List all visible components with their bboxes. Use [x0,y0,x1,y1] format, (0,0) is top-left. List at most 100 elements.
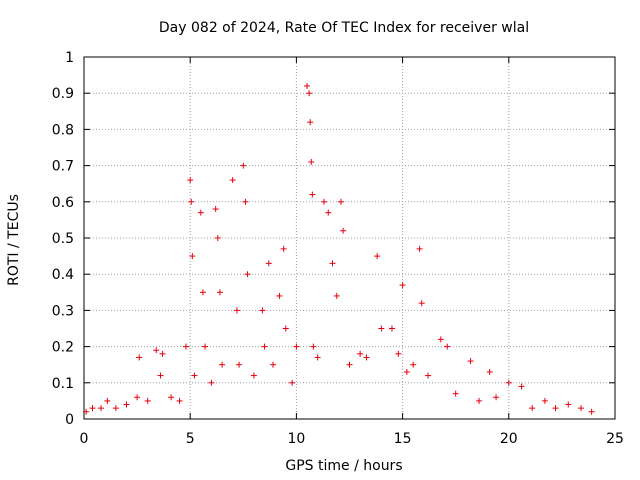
data-point [244,271,251,278]
data-point [325,209,332,216]
data-point [476,397,483,404]
x-tick-label: 15 [394,431,412,447]
data-point [552,405,559,412]
y-tick-label: 0 [65,412,74,428]
data-point [410,361,417,368]
data-point [276,292,283,299]
x-tick-label: 5 [186,431,195,447]
data-point [293,343,300,350]
data-point [216,289,223,296]
data-point [187,177,194,184]
data-point [425,372,432,379]
axis-ticks: 0 5 10 15 20 25 0 0.1 0.2 0.3 0.4 0.5 0.6 0.7 0.8 0.9 1 [52,50,624,447]
data-point [208,379,215,386]
data-point [242,198,249,205]
y-tick-label: 0.6 [52,195,74,211]
data-point [418,300,425,307]
y-tick-label: 0.5 [52,231,74,247]
data-point [308,158,315,165]
data-point [134,394,141,401]
data-point [363,354,370,361]
y-tick-label: 0.3 [52,303,74,319]
data-point [307,119,314,126]
data-point [306,90,313,97]
data-point [282,325,289,332]
data-point [452,390,459,397]
data-point [112,405,119,412]
data-point [236,361,243,368]
data-point [338,198,345,205]
x-tick-label: 25 [606,431,624,447]
data-point [144,397,151,404]
data-point [270,361,277,368]
data-point [191,372,198,379]
grid-lines [84,57,615,419]
data-point [233,307,240,314]
data-point [541,397,548,404]
data-point [395,350,402,357]
data-point [314,354,321,361]
y-tick-label: 0.7 [52,159,74,175]
data-point [157,372,164,379]
data-point [168,394,175,401]
data-point [197,209,204,216]
data-point [123,401,130,408]
data-point [416,245,423,252]
data-point [529,405,536,412]
data-point [588,408,595,415]
data-point [219,361,226,368]
data-point [176,397,183,404]
y-tick-label: 0.8 [52,122,74,138]
data-point [340,227,347,234]
data-point [83,408,90,415]
y-tick-label: 1 [65,50,74,66]
data-point [378,325,385,332]
data-point [486,368,493,375]
x-axis-label: GPS time / hours [285,458,402,474]
data-point [505,379,512,386]
y-tick-label: 0.1 [52,376,74,392]
data-point [189,253,196,260]
y-tick-label: 0.4 [52,267,74,283]
data-point [321,198,328,205]
data-point [374,253,381,260]
data-point [89,405,96,412]
data-point [265,260,272,267]
data-point [202,343,209,350]
data-point [346,361,353,368]
data-point [437,336,444,343]
data-point [518,383,525,390]
x-tick-label: 0 [80,431,89,447]
data-point [97,405,104,412]
data-point [289,379,296,386]
data-point [329,260,336,267]
data-point [357,350,364,357]
data-point [310,343,317,350]
data-point [199,289,206,296]
data-point [467,358,474,365]
data-point [444,343,451,350]
data-point [259,307,266,314]
data-point [280,245,287,252]
data-point [136,354,143,361]
y-tick-label: 0.9 [52,86,74,102]
data-point [188,198,195,205]
data-point [388,325,395,332]
x-tick-label: 10 [287,431,305,447]
y-tick-label: 0.2 [52,340,74,356]
data-point [304,82,311,89]
data-point [250,372,257,379]
data-points [83,82,595,415]
y-axis-label: ROTI / TECUs [6,194,22,286]
data-point [493,394,500,401]
x-tick-label: 20 [500,431,518,447]
data-point [159,350,166,357]
data-point [403,368,410,375]
data-point [261,343,268,350]
data-point [578,405,585,412]
data-point [229,177,236,184]
data-point [565,401,572,408]
data-point [153,347,160,354]
data-point [212,206,219,213]
